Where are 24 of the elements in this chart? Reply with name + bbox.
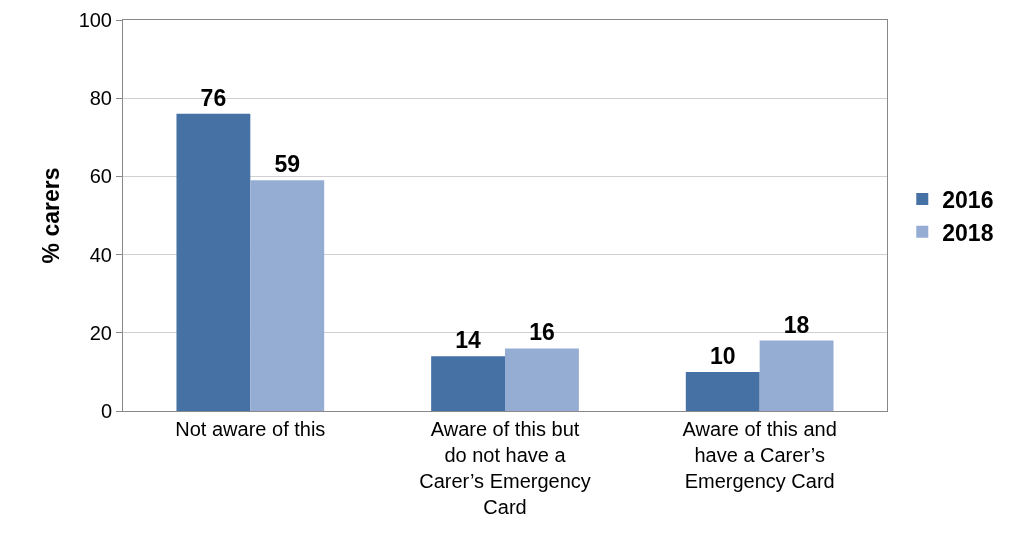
legend-label: 2016 [942,186,994,213]
data-label: 59 [274,151,301,178]
data-label: 76 [200,84,227,111]
y-tick-label: 80 [89,87,112,110]
y-tick-label: 0 [100,400,112,422]
y-tick-label: 100 [78,9,112,31]
y-tick-label: 40 [89,243,112,266]
y-tick-label: 60 [89,165,112,188]
legend-label: 2018 [942,219,994,246]
bar [505,348,579,411]
data-label: 14 [455,327,481,354]
x-tick-label: Aware of this and have a Carer’s Emergency Card [682,418,837,492]
bar [759,340,834,411]
bar [685,371,760,411]
bar [250,180,325,411]
x-tick-label: Aware of this but do not have a Carer’s Emergency Card [419,418,591,518]
x-tick-label: Not aware of this [175,418,326,440]
bar [176,113,251,411]
data-label: 10 [709,342,736,369]
bar [431,356,505,411]
data-label: 18 [783,311,810,338]
y-axis-title: % carers [38,167,65,264]
data-label: 16 [529,319,555,346]
y-tick-label: 20 [89,321,112,344]
